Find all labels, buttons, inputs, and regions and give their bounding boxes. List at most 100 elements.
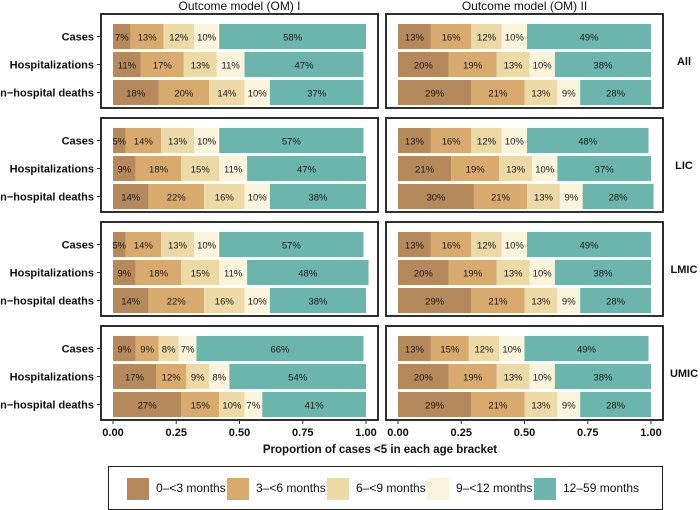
bar-segment [398,128,431,153]
data-label: 13% [405,241,425,252]
data-label: 15% [191,269,211,280]
bar-segment [448,52,497,77]
column-title: Outcome model (OM) II [462,0,587,13]
bar-segment [496,260,530,285]
data-label: 13% [405,345,425,356]
data-label: 14% [217,89,237,100]
data-label: 18% [149,269,169,280]
bar-segment [527,232,651,257]
data-label: 11% [224,165,243,176]
bar-segment [158,336,179,361]
bar-segment [398,260,449,285]
data-label: 10% [197,137,217,148]
bar-segment [181,156,220,181]
data-label: 18% [149,165,169,176]
data-label: 13% [191,61,211,72]
bar-segment [501,24,528,49]
data-label: 28% [606,297,626,308]
bar-segment [186,364,210,389]
data-label: 19% [463,61,483,72]
bar-segment [113,392,182,417]
legend-label: 9–<12 months [456,481,533,495]
bar-segment [196,336,364,361]
bar-segment [430,336,469,361]
category-label: In−hospital deaths [0,296,94,308]
bar-segment [244,80,270,105]
data-label: 13% [534,193,554,204]
category-label: Cases [62,136,94,148]
bar-segment [193,24,220,49]
bar-segment [140,52,184,77]
data-label: 54% [288,373,308,384]
bar-segment [557,156,651,181]
bar-segment [501,128,528,153]
bar-segment [398,24,431,49]
legend-swatch-0-3-months [127,478,149,500]
data-label: 12% [475,345,495,356]
data-label: 12% [477,137,497,148]
column-title: Outcome model (OM) I [178,0,300,13]
data-label: 29% [425,401,445,412]
bar-segment [496,364,530,389]
data-label: 38% [593,269,613,280]
data-label: 38% [593,373,613,384]
data-label: 37% [595,165,615,176]
bar-segment [529,260,555,285]
data-label: 9% [191,373,205,384]
bar-segment [468,336,500,361]
bar-segment [557,80,581,105]
data-label: 10% [248,297,268,308]
bar-segment [471,232,502,257]
bar-segment [527,128,649,153]
data-label: 27% [138,401,158,412]
legend-swatch-6-9-months [327,478,349,500]
bar-segment [113,288,149,313]
data-label: 11% [221,61,240,72]
data-label: 48% [298,269,318,280]
bar-segment [471,288,525,313]
bar-segment [113,52,141,77]
data-label: 9% [118,269,132,280]
data-label: 21% [488,297,508,308]
x-tick-label: 0.50 [229,427,250,439]
data-label: 21% [415,165,435,176]
bar-segment [229,364,366,389]
bar-segment [219,156,248,181]
data-label: 13% [168,137,188,148]
category-label: Cases [62,344,94,356]
bar-segment [448,260,497,285]
bar-segment [204,288,245,313]
legend-label: 6–<9 months [356,481,426,495]
bar-segment [219,232,364,257]
data-label: 38% [593,61,613,72]
data-label: 12% [477,33,497,44]
bar-segment [113,260,136,285]
bar-segment [244,288,270,313]
legend-label: 3–<6 months [256,481,326,495]
data-label: 5% [112,137,126,148]
bar-segment [430,232,472,257]
category-label: Hospitalizations [10,268,94,280]
bar-segment [398,364,449,389]
bar-segment [113,128,126,153]
bar-segment [161,232,194,257]
bar-segment [269,288,366,313]
bar-segment [532,156,558,181]
data-label: 12% [162,373,182,384]
bar-segment [219,24,366,49]
data-label: 20% [414,61,434,72]
bar-segment [430,128,472,153]
data-label: 18% [126,89,146,100]
data-label: 16% [442,33,462,44]
bar-segment [135,336,159,361]
data-label: 19% [466,165,486,176]
bar-segment [113,364,157,389]
data-label: 29% [425,297,445,308]
legend-label: 12–59 months [563,481,640,495]
bar-segment [499,156,533,181]
data-label: 20% [174,89,194,100]
data-label: 8% [162,345,176,356]
data-label: 10% [222,401,242,412]
data-label: 10% [533,373,553,384]
bar-segment [529,52,555,77]
